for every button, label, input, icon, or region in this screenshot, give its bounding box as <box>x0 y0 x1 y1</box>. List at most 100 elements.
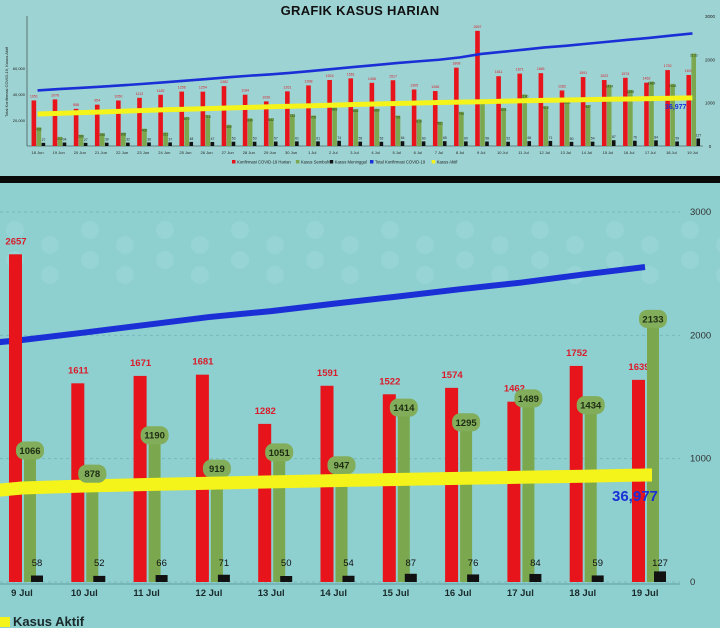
confirmed-value-label: 1261 <box>283 85 291 89</box>
right-tick-label: 2000 <box>690 330 711 341</box>
legend-swatch <box>232 160 236 164</box>
background-dot <box>456 251 474 269</box>
deaths-bar <box>633 140 637 146</box>
x-tick-label: 15 Jul <box>603 150 614 155</box>
confirmed-value-label: 1522 <box>379 376 400 387</box>
confirmed-bar <box>348 78 354 146</box>
recovered-value-label: 313 <box>163 132 169 136</box>
confirmed-bar <box>496 76 501 146</box>
recovered-label-bubble <box>202 459 231 478</box>
recovered-value-label: 1489 <box>518 394 539 405</box>
deaths-bar <box>591 575 604 582</box>
confirmed-bar <box>200 91 206 146</box>
deaths-value-label: 48 <box>190 137 194 141</box>
recovered-value-label: 919 <box>209 464 225 475</box>
confirmed-bar <box>179 91 185 146</box>
x-tick-label: 11 Jul <box>133 588 159 599</box>
x-tick-label: 17 Jul <box>507 588 534 599</box>
recovered-bar <box>522 94 528 146</box>
background-dot <box>41 266 59 284</box>
x-tick-label: 30 Jun <box>285 150 297 155</box>
confirmed-bar <box>258 423 272 582</box>
background-dot <box>491 266 509 284</box>
deaths-value-label: 71 <box>549 136 553 140</box>
deaths-value-label: 37 <box>168 137 172 141</box>
deaths-bar <box>611 140 616 146</box>
confirmed-bar <box>517 73 523 146</box>
confirmed-bar <box>382 394 396 582</box>
confirmed-bar <box>306 85 311 146</box>
deaths-value-label: 66 <box>156 558 167 569</box>
recovered-value-label: 640 <box>247 118 253 122</box>
x-tick-label: 20 Jun <box>74 150 86 155</box>
x-tick-label: 14 Jul <box>320 588 347 599</box>
left-tick-label: 60,000 <box>13 66 26 71</box>
deaths-bar <box>231 141 236 146</box>
recovered-label-bubble <box>265 443 294 462</box>
deaths-value-label: 58 <box>32 558 43 569</box>
right-tick-label: 1000 <box>705 101 716 106</box>
recovered-bar <box>205 115 211 146</box>
confirmed-bar <box>242 94 248 146</box>
x-tick-label: 12 Jul <box>539 150 550 155</box>
recovered-bar <box>606 84 612 146</box>
background-dot <box>416 266 434 284</box>
background-dot <box>641 266 659 284</box>
background-dot <box>456 221 474 239</box>
background-dot <box>381 251 399 269</box>
deaths-bar <box>316 141 320 146</box>
recovered-label-bubble <box>576 396 605 415</box>
confirmed-bar <box>158 94 163 146</box>
deaths-value-label: 34 <box>63 138 67 142</box>
recovered-value-label: 1051 <box>563 100 571 104</box>
confirmed-bar <box>327 79 332 146</box>
x-tick-label: 6 Jul <box>414 150 423 155</box>
recovered-value-label: 705 <box>311 115 317 119</box>
recovered-value-label: 616 <box>416 119 422 123</box>
x-tick-label: 11 Jul <box>518 150 528 155</box>
legend-swatch <box>0 617 10 627</box>
deaths-bar <box>467 574 480 582</box>
legend-label: Kasus Meninggal <box>335 160 367 165</box>
background-dot <box>306 221 324 239</box>
deaths-value-label: 50 <box>570 137 574 141</box>
deaths-bar <box>104 142 109 146</box>
x-tick-label: 7 Jul <box>435 150 444 155</box>
recovered-bar <box>121 132 126 146</box>
x-tick-label: 23 Jun <box>137 150 149 155</box>
confirmed-bar <box>263 101 269 146</box>
recovered-value-label: 2133 <box>642 314 663 325</box>
x-tick-label: 10 Jul <box>497 150 508 155</box>
recovered-bar <box>226 124 232 146</box>
deaths-value-label: 32 <box>126 138 130 142</box>
x-tick-label: 13 Jul <box>560 150 571 155</box>
confirmed-bar <box>580 77 586 146</box>
x-tick-label: 13 Jul <box>258 588 285 599</box>
right-tick-label: 0 <box>709 144 712 149</box>
confirmed-value-label: 2657 <box>473 25 481 29</box>
confirmed-value-label: 1462 <box>642 77 650 81</box>
overview-chart-panel: GRAFIK KASUS HARIAN 3000 2000 1000 0 60,000 4… <box>0 0 720 176</box>
recovered-value-label: 947 <box>334 461 350 472</box>
recovered-value-label: 295 <box>99 133 105 137</box>
recovered-value-label: 1489 <box>648 81 656 85</box>
right-tick-label: 3000 <box>690 207 711 218</box>
background-dot <box>266 236 284 254</box>
deaths-bar <box>273 141 278 146</box>
confirmed-value-label: 1112 <box>136 92 143 96</box>
recovered-value-label: 1434 <box>669 84 677 88</box>
confirmed-value-label: 1254 <box>199 86 207 90</box>
deaths-value-label: 52 <box>94 558 105 569</box>
x-tick-label: 1 Jul <box>308 150 317 155</box>
total-confirmed-line <box>37 32 693 92</box>
background-dot <box>116 236 134 254</box>
deaths-bar <box>400 141 405 146</box>
recovered-bar <box>148 435 161 582</box>
deaths-bar <box>421 141 426 146</box>
deaths-bar <box>41 142 46 146</box>
recovered-value-label: 642 <box>268 118 274 122</box>
confirmed-bar <box>507 401 521 582</box>
recovered-bar <box>247 118 253 146</box>
confirmed-value-label: 1182 <box>157 89 165 93</box>
confirmed-bar <box>221 86 227 146</box>
